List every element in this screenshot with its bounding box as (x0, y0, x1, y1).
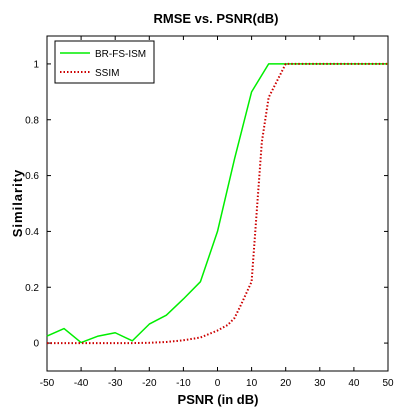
x-tick-label: -30 (108, 378, 123, 389)
x-tick-label: -50 (40, 378, 55, 389)
legend-label-ssim: SSIM (95, 68, 119, 79)
legend-label-br-fs-ism: BR-FS-ISM (95, 49, 146, 60)
y-axis-label: Similarity (10, 169, 25, 238)
x-tick-label: -40 (74, 378, 89, 389)
x-tick-label: 0 (215, 378, 221, 389)
x-axis-ticks: -50 -40 -30 -20 -10 0 10 20 30 40 50 (40, 36, 394, 389)
y-tick-label: 0.6 (25, 171, 39, 182)
x-tick-label: -20 (142, 378, 157, 389)
x-tick-label: 30 (314, 378, 326, 389)
x-tick-label: -10 (176, 378, 191, 389)
x-tick-label: 50 (382, 378, 394, 389)
series-layer (46, 62, 388, 345)
plot-area (46, 35, 389, 372)
y-tick-label: 0.2 (25, 283, 39, 294)
x-axis-label: PSNR (in dB) (178, 392, 259, 407)
y-tick-label: 1 (33, 59, 39, 70)
x-tick-label: 10 (246, 378, 258, 389)
legend-box (54, 40, 155, 84)
y-tick-label: 0 (33, 339, 39, 350)
x-tick-label: 40 (348, 378, 360, 389)
y-tick-label: 0.4 (25, 227, 39, 238)
legend: BR-FS-ISM SSIM (54, 40, 155, 84)
chart-title: RMSE vs. PSNR(dB) (154, 11, 279, 26)
x-tick-label: 20 (280, 378, 292, 389)
y-tick-label: 0.8 (25, 115, 39, 126)
